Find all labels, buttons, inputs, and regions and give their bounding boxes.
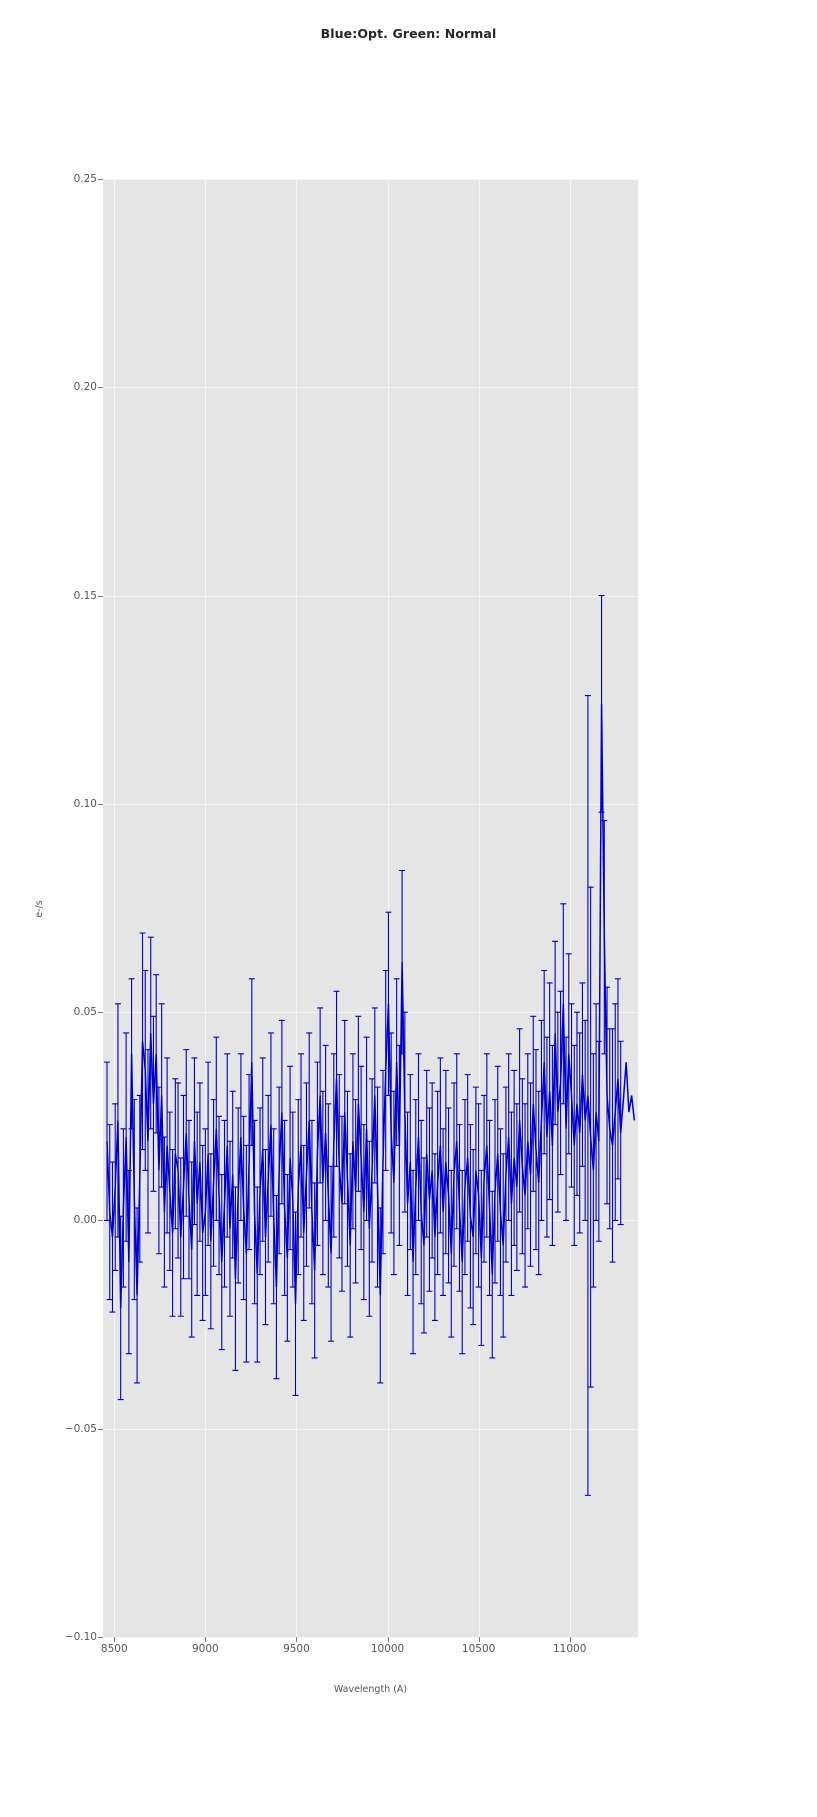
x-tick-label: 10500 <box>461 1643 496 1655</box>
y-tick-mark <box>98 595 103 597</box>
y-tick-label: −0.10 <box>64 1631 97 1643</box>
gridline-vertical <box>478 179 480 1637</box>
y-tick-label: 0.20 <box>73 381 97 394</box>
x-tick-label: 9500 <box>283 1643 310 1655</box>
gridline-horizontal <box>103 1012 638 1014</box>
gridline-horizontal <box>103 1220 638 1222</box>
x-axis-label: Wavelength (A) <box>333 1684 408 1695</box>
x-tick-mark <box>205 1637 207 1642</box>
y-tick-mark <box>98 387 103 389</box>
x-tick-mark <box>387 1637 389 1642</box>
gridline-vertical <box>296 179 298 1637</box>
y-tick-label: 0.15 <box>73 589 97 602</box>
plot-area <box>103 179 638 1638</box>
x-tick-mark <box>478 1637 480 1642</box>
x-tick-label: 9000 <box>191 1643 219 1655</box>
x-axis-ticks: 8500 9000 9500 10000 10500 11000 <box>101 1637 638 1677</box>
chart-title: Blue:Opt. Green: Normal <box>320 26 497 41</box>
y-tick-label: 0.10 <box>73 797 97 810</box>
spectrum-series <box>104 595 636 1496</box>
plot-panel-background <box>103 179 638 1637</box>
y-tick-mark <box>98 179 103 180</box>
y-axis-label: e-/s <box>34 900 45 918</box>
gridline-horizontal <box>103 387 638 389</box>
spectrum-line <box>106 703 636 1308</box>
x-tick-mark <box>296 1637 298 1642</box>
y-tick-mark <box>98 1428 103 1430</box>
x-tick-label: 11000 <box>552 1643 587 1655</box>
gridline-horizontal <box>103 595 638 597</box>
y-tick-mark <box>98 1637 103 1638</box>
gridline-horizontal <box>103 803 638 805</box>
y-tick-mark <box>98 803 103 805</box>
gridline-vertical <box>569 179 571 1637</box>
error-bars <box>104 595 624 1496</box>
gridline-vertical <box>205 179 207 1637</box>
x-tick-mark <box>569 1637 571 1642</box>
gridline-horizontal <box>103 1637 638 1638</box>
gridline-horizontal <box>103 1428 638 1430</box>
y-tick-label: 0.25 <box>73 173 97 185</box>
gridline-vertical <box>114 179 116 1637</box>
y-tick-mark <box>98 1220 103 1222</box>
x-tick-mark <box>114 1637 116 1642</box>
x-tick-label: 10000 <box>370 1643 405 1655</box>
y-tick-label: 0.00 <box>73 1214 97 1227</box>
gridline-horizontal <box>103 179 638 180</box>
x-tick-label: 8500 <box>100 1643 128 1655</box>
y-tick-mark <box>98 1012 103 1014</box>
y-tick-label: 0.05 <box>73 1006 97 1019</box>
gridline-vertical <box>387 179 389 1637</box>
y-axis-ticks: 0.25 0.20 0.15 0.10 0.05 0.00 −0.05 −0.10 <box>51 0 103 1817</box>
y-tick-label: −0.05 <box>64 1422 97 1435</box>
